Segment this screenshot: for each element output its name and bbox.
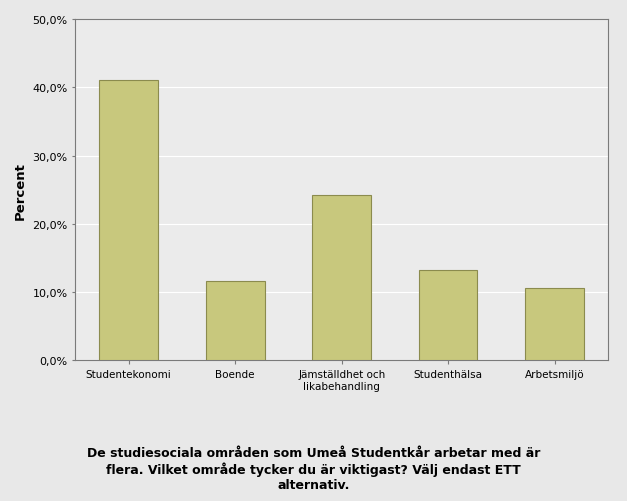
Bar — [206, 282, 265, 361]
Bar — [525, 289, 584, 361]
Bar — [312, 196, 371, 361]
Y-axis label: Percent: Percent — [14, 161, 27, 219]
Text: De studiesociala områden som Umeå Studentkår arbetar med är
flera. Vilket område: De studiesociala områden som Umeå Studen… — [87, 446, 540, 491]
Bar — [100, 81, 158, 361]
Bar — [419, 271, 478, 361]
